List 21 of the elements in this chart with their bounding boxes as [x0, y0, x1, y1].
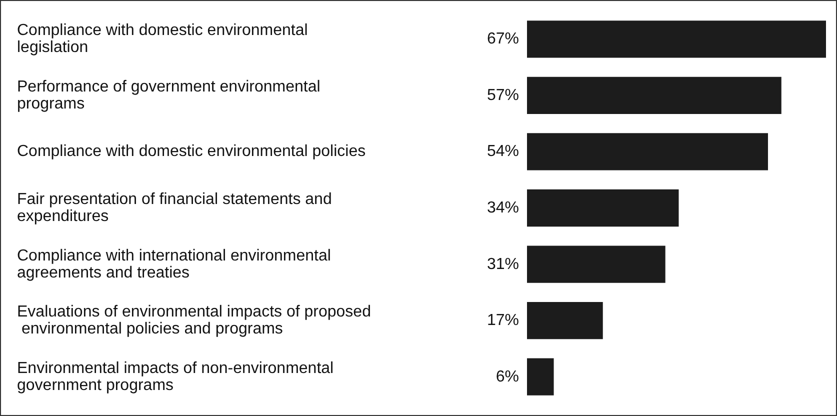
y-tick-label: Compliance with domestic environmental policies	[17, 143, 366, 160]
data-label: 6%	[496, 368, 519, 386]
data-label: 57%	[486, 86, 519, 104]
y-tick-label: Performance of government environmental programs	[17, 78, 325, 112]
y-tick-label: Compliance with domestic environmental legislation	[17, 22, 312, 56]
bar	[527, 246, 666, 283]
y-tick-label: Environmental impacts of non-environmental government programs	[17, 360, 338, 394]
data-label: 31%	[486, 256, 519, 273]
data-label: 17%	[486, 312, 519, 330]
data-label: 54%	[486, 143, 519, 160]
data-label: 67%	[486, 30, 519, 48]
bar	[527, 302, 603, 340]
bar	[527, 133, 768, 170]
y-tick-label: Fair presentation of financial statements and expenditures	[17, 191, 336, 225]
bar	[527, 76, 782, 114]
data-label: 34%	[486, 200, 519, 216]
bar	[527, 20, 826, 58]
bar	[527, 189, 679, 227]
bar	[527, 358, 554, 396]
y-tick-label: Compliance with international environmental agreements and treaties	[17, 247, 336, 282]
y-tick-label: Evaluations of environmental impacts of proposed environmental policies and programs	[17, 304, 371, 338]
